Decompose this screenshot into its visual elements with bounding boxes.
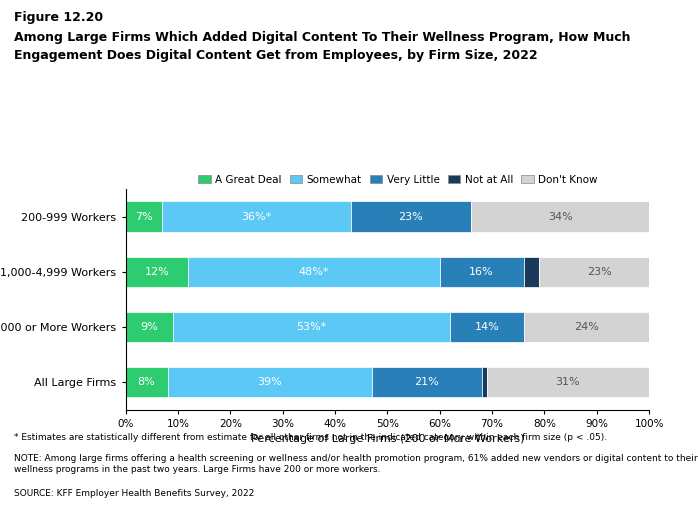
Bar [471,202,649,232]
Text: 16%: 16% [469,267,494,277]
Text: 7%: 7% [135,212,153,222]
Bar [450,312,524,342]
Text: Among Large Firms Which Added Digital Content To Their Wellness Program, How Muc: Among Large Firms Which Added Digital Co… [14,32,630,61]
Text: NOTE: Among large firms offering a health screening or wellness and/or health pr: NOTE: Among large firms offering a healt… [14,454,697,474]
Bar [188,257,440,287]
Bar [173,312,450,342]
Text: 39%: 39% [258,377,282,387]
Bar [350,202,471,232]
Bar [371,367,482,397]
Bar [482,367,487,397]
Text: 9%: 9% [140,322,158,332]
Text: 21%: 21% [415,377,439,387]
Text: 14%: 14% [475,322,499,332]
Bar [126,312,173,342]
Text: 12%: 12% [144,267,170,277]
Bar [524,312,649,342]
Legend: A Great Deal, Somewhat, Very Little, Not at All, Don't Know: A Great Deal, Somewhat, Very Little, Not… [194,171,602,189]
Text: 34%: 34% [548,212,572,222]
Text: 31%: 31% [556,377,580,387]
Text: SOURCE: KFF Employer Health Benefits Survey, 2022: SOURCE: KFF Employer Health Benefits Sur… [14,489,254,498]
Bar [162,202,350,232]
Bar [126,257,188,287]
Bar [168,367,372,397]
Text: Figure 12.20: Figure 12.20 [14,10,103,24]
Text: 24%: 24% [574,322,599,332]
Text: 48%*: 48%* [299,267,329,277]
Text: * Estimates are statistically different from estimate for all other firms not in: * Estimates are statistically different … [14,433,607,442]
Text: 8%: 8% [138,377,156,387]
Bar [126,367,168,397]
Bar [126,202,162,232]
X-axis label: Percentage of Large Firms (200 or More Workers): Percentage of Large Firms (200 or More W… [251,434,524,444]
Text: 23%: 23% [399,212,423,222]
Text: 23%: 23% [587,267,611,277]
Bar [540,257,660,287]
Text: 36%*: 36%* [242,212,272,222]
Bar [524,257,540,287]
Bar [440,257,524,287]
Bar [487,367,649,397]
Text: 53%*: 53%* [297,322,327,332]
